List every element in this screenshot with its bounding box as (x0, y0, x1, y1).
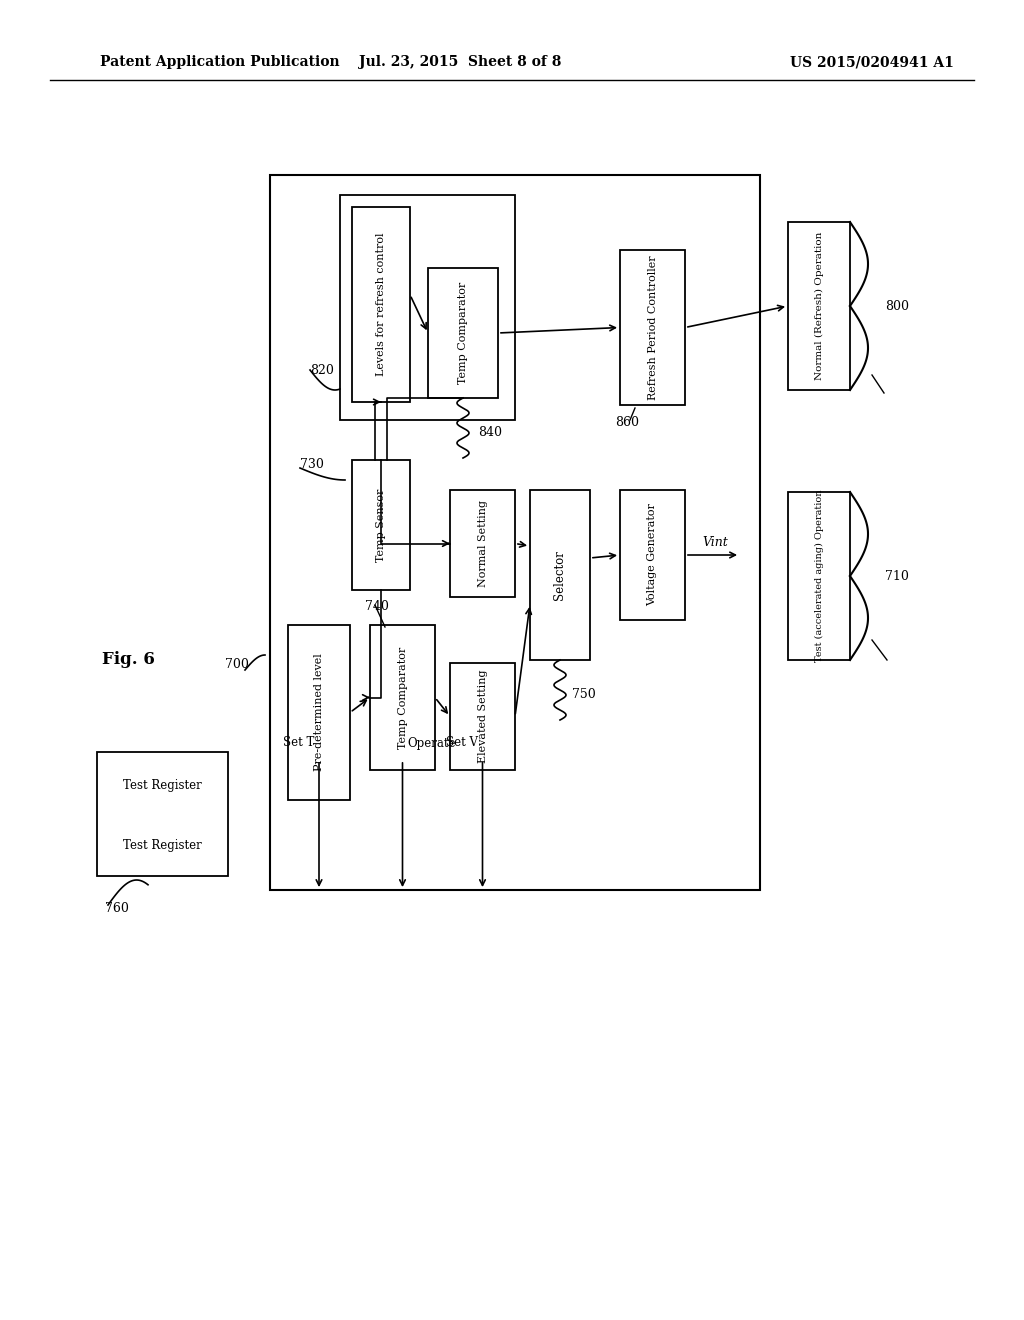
Bar (340, 195, 515, 420)
Text: Elevated Setting: Elevated Setting (477, 669, 487, 763)
Text: US 2015/0204941 A1: US 2015/0204941 A1 (790, 55, 954, 69)
Text: 730: 730 (300, 458, 324, 471)
Text: 840: 840 (478, 426, 502, 440)
Text: Operate: Operate (408, 737, 456, 750)
Text: Voltage Generator: Voltage Generator (647, 503, 657, 606)
Text: 860: 860 (615, 417, 639, 429)
Text: 820: 820 (310, 363, 334, 376)
Bar (620, 490, 685, 620)
Text: Temp Sensor: Temp Sensor (376, 488, 386, 562)
Bar (105, 820, 220, 870)
Text: Temp Comparator: Temp Comparator (458, 282, 468, 384)
Text: Temp Comparator: Temp Comparator (397, 647, 408, 748)
Text: 700: 700 (225, 659, 249, 672)
Bar (370, 624, 435, 770)
Text: Normal Setting: Normal Setting (477, 500, 487, 587)
Text: Set T: Set T (283, 737, 314, 750)
Bar (428, 268, 498, 399)
Bar (288, 624, 350, 800)
Text: Levels for refresh control: Levels for refresh control (376, 232, 386, 376)
Bar (352, 207, 410, 403)
Text: 760: 760 (105, 902, 129, 915)
Bar (352, 459, 410, 590)
Text: Test Register: Test Register (123, 779, 202, 792)
Bar (530, 490, 590, 660)
Text: 800: 800 (885, 300, 909, 313)
Bar (270, 176, 760, 890)
Bar (450, 490, 515, 597)
Text: Refresh Period Controller: Refresh Period Controller (647, 255, 657, 400)
Bar (788, 492, 850, 660)
Text: Set V: Set V (445, 737, 477, 750)
Text: Normal (Refresh) Operation: Normal (Refresh) Operation (814, 232, 823, 380)
Text: Test (accelerated aging) Operation: Test (accelerated aging) Operation (814, 490, 823, 663)
Text: Test Register: Test Register (123, 838, 202, 851)
Bar (105, 760, 220, 810)
Bar (450, 663, 515, 770)
Text: 750: 750 (572, 689, 596, 701)
Text: Fig. 6: Fig. 6 (102, 652, 155, 668)
Text: Patent Application Publication: Patent Application Publication (100, 55, 340, 69)
Text: 710: 710 (885, 569, 909, 582)
Bar (97, 752, 228, 876)
Bar (788, 222, 850, 389)
Text: Vint: Vint (702, 536, 728, 549)
Bar (620, 249, 685, 405)
Text: Selector: Selector (554, 550, 566, 599)
Text: Pre-determined level: Pre-determined level (314, 653, 324, 771)
Text: 740: 740 (365, 601, 389, 614)
Text: Jul. 23, 2015  Sheet 8 of 8: Jul. 23, 2015 Sheet 8 of 8 (358, 55, 561, 69)
